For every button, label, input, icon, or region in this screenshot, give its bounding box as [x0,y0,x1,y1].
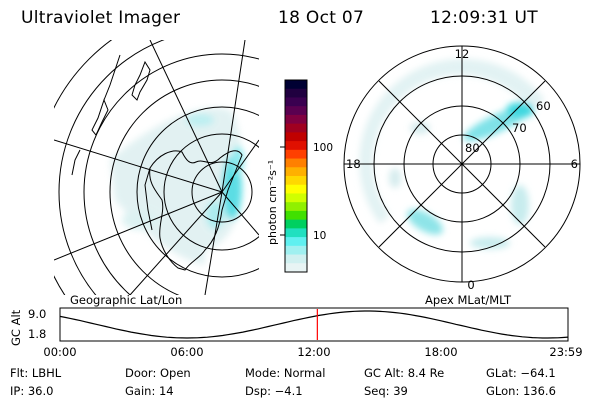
polar-mlt-lines [344,46,580,282]
altitude-plot: GC Alt 9.0 1.8 00:00 06:00 12:00 18:00 2… [9,307,583,359]
colorbar-tick-100: 100 [313,142,333,154]
colorbar-segment [285,149,307,160]
mlt-label-0: 0 [467,278,474,292]
colorbar-segment [285,202,307,212]
polar-panel-label: Apex MLat/MLT [425,293,512,307]
intensity-colorbar: 100 10 photon cm⁻²s⁻¹ [266,79,333,273]
colorbar-segment [285,80,307,90]
mlat-label-80: 80 [465,141,480,155]
time-label: 12:09:31 UT [430,8,538,28]
altitude-tick-high: 9.0 [28,307,46,321]
altitude-tick-low: 1.8 [28,327,46,341]
info-gc-alt: GC Alt: 8.4 Re [364,366,445,380]
info-mode: Mode: Normal [245,366,326,380]
mlt-label-12: 12 [455,47,470,61]
colorbar-segment [285,123,307,133]
time-tick-2359: 23:59 [549,345,582,359]
mlat-label-70: 70 [512,121,527,135]
colorbar-segment [285,263,307,273]
colorbar-segment [285,106,307,116]
info-dsp: Dsp: −4.1 [245,384,303,398]
colorbar-segment [285,176,307,186]
info-ip: IP: 36.0 [10,384,54,398]
colorbar-segment [285,245,307,256]
info-glon: GLon: 136.6 [486,384,556,398]
colorbar-gradient [285,80,307,273]
time-tick-1800: 18:00 [424,345,457,359]
colorbar-segment [285,193,307,203]
colorbar-segment [285,141,307,151]
geo-panel-label: Geographic Lat/Lon [70,293,182,307]
colorbar-segment [285,219,307,229]
info-seq: Seq: 39 [364,384,408,398]
colorbar-segment [285,97,307,107]
geo-aurora-emission [110,107,244,265]
mlt-label-6: 6 [571,157,578,171]
time-tick-0600: 06:00 [170,345,203,359]
geo-latitude-circles [54,40,259,295]
info-glat: GLat: −64.1 [486,366,556,380]
colorbar-segment [285,210,307,221]
mlt-label-18: 18 [346,157,361,171]
time-tick-1200: 12:00 [297,345,330,359]
colorbar-segment [285,167,307,177]
altitude-axis-label: GC Alt [9,309,23,346]
altitude-curve [59,310,569,339]
colorbar-segment [285,237,307,247]
colorbar-segment [285,158,307,168]
colorbar-unit-label: photon cm⁻²s⁻¹ [266,160,279,245]
polar-mlat-mlt-panel: 12 6 0 18 80 70 60 [343,45,581,292]
mlat-label-60: 60 [536,99,551,113]
time-tick-0000: 00:00 [43,345,76,359]
info-door: Door: Open [125,366,191,380]
date-label: 18 Oct 07 [278,8,365,28]
colorbar-segment [285,228,307,238]
polar-aurora-emission [359,58,545,249]
info-filter: Flt: LBHL [10,366,62,380]
geo-coastlines [71,54,243,271]
colorbar-segment [285,132,307,142]
info-gain: Gain: 14 [125,384,174,398]
instrument-title: Ultraviolet Imager [21,8,181,28]
geographic-map-panel [54,40,259,295]
colorbar-tick-10: 10 [313,230,326,242]
colorbar-segment [285,88,307,98]
colorbar-segment [285,184,307,194]
colorbar-segment [285,114,307,125]
geo-longitude-lines [54,40,259,295]
colorbar-segment [285,254,307,264]
